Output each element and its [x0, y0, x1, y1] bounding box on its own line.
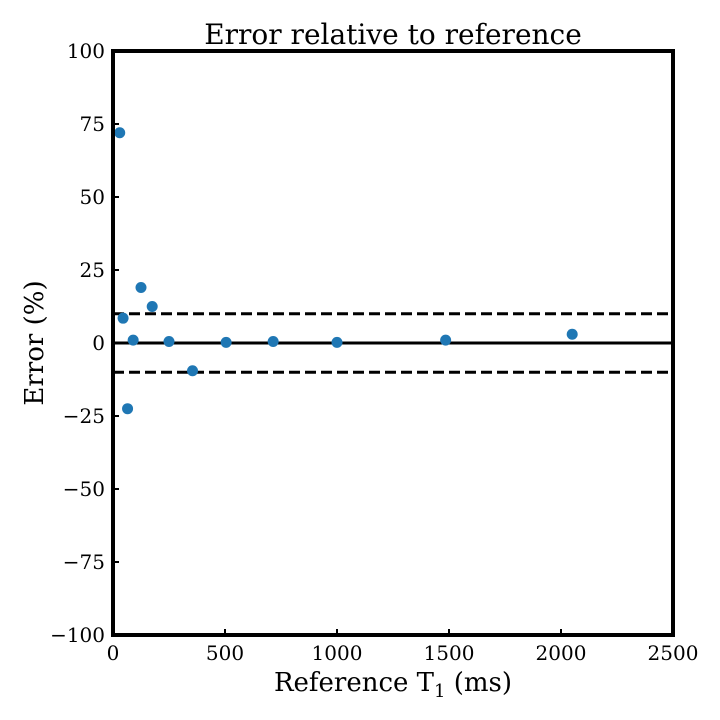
y-tick-label-4: 0 — [92, 331, 105, 355]
x-axis-label-main: Reference T — [274, 668, 435, 698]
y-tick-label-7: −75 — [63, 550, 105, 574]
data-point-7 — [187, 365, 199, 377]
data-point-0 — [114, 127, 126, 139]
y-tick-label-2: 50 — [80, 185, 105, 209]
data-point-1 — [117, 312, 129, 324]
y-tick-label-6: −50 — [63, 477, 105, 501]
chart-title: Error relative to reference — [204, 18, 582, 51]
data-point-11 — [440, 334, 452, 346]
x-tick-label-2: 1000 — [312, 641, 363, 665]
x-tick-label-0: 0 — [107, 641, 120, 665]
data-point-9 — [267, 336, 279, 348]
data-point-12 — [566, 328, 578, 340]
data-point-8 — [220, 336, 232, 348]
data-point-3 — [127, 334, 139, 346]
y-tick-label-5: −25 — [63, 404, 105, 428]
x-tick-label-1: 500 — [206, 641, 244, 665]
x-tick-label-4: 2000 — [536, 641, 587, 665]
y-tick-label-3: 25 — [80, 258, 105, 282]
data-point-4 — [135, 282, 147, 294]
data-point-5 — [146, 301, 158, 312]
data-points — [114, 127, 578, 415]
data-point-2 — [122, 403, 134, 415]
y-tick-label-8: −100 — [50, 623, 105, 647]
y-tick-label-1: 75 — [80, 112, 105, 136]
x-axis-label-subscript: 1 — [434, 681, 445, 702]
x-tick-label-5: 2500 — [648, 641, 699, 665]
y-axis-label: Error (%) — [20, 280, 50, 405]
x-tick-label-3: 1500 — [424, 641, 475, 665]
y-tick-label-0: 100 — [67, 39, 105, 63]
y-axis-ticks: 100 75 50 25 0 −25 −50 −75 −100 — [50, 39, 119, 647]
x-axis-label-unit: (ms) — [445, 668, 512, 698]
data-point-6 — [163, 336, 175, 348]
data-point-10 — [331, 336, 343, 348]
x-axis-label: Reference T1 (ms) — [274, 668, 512, 702]
reference-lines — [113, 312, 673, 374]
x-axis-ticks: 0 500 1000 1500 2000 2500 — [107, 629, 699, 665]
